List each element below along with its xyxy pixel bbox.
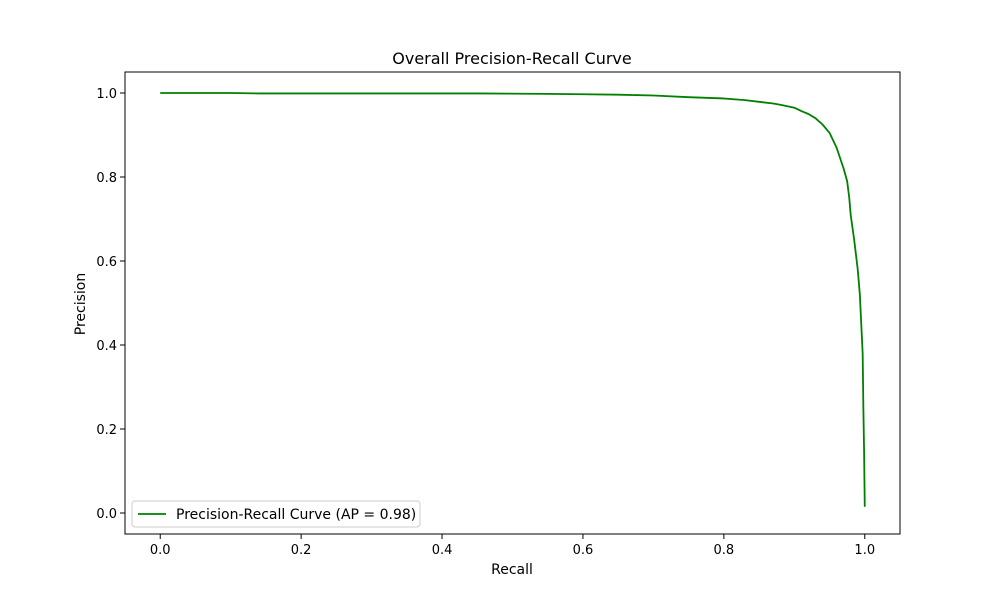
series-line-precision-recall <box>160 92 866 507</box>
chart-title: Overall Precision-Recall Curve <box>392 49 631 68</box>
series-group <box>160 92 866 507</box>
x-tick-label: 0.2 <box>291 543 312 558</box>
x-tick-label: 0.8 <box>714 543 735 558</box>
legend: Precision-Recall Curve (AP = 0.98) <box>131 500 421 528</box>
y-tick-label: 0.4 <box>96 339 117 354</box>
x-axis-label: Recall <box>491 562 533 578</box>
y-axis-label: Precision <box>73 273 89 335</box>
x-tick-label: 0.6 <box>573 543 594 558</box>
x-axis-ticks: 0.0 0.2 0.4 0.6 0.8 1.0 <box>150 534 875 558</box>
x-tick-label: 0.4 <box>432 543 453 558</box>
y-tick-label: 0.6 <box>96 255 117 270</box>
legend-box <box>131 500 421 528</box>
legend-label: Precision-Recall Curve (AP = 0.98) <box>176 507 416 523</box>
axes-frame <box>124 71 901 535</box>
y-axis-ticks: 0.0 0.2 0.4 0.6 0.8 1.0 <box>96 87 125 522</box>
x-tick-label: 1.0 <box>854 543 875 558</box>
y-tick-label: 0.2 <box>96 423 117 438</box>
x-tick-label: 0.0 <box>150 543 171 558</box>
y-tick-label: 0.8 <box>96 171 117 186</box>
y-tick-label: 0.0 <box>96 507 117 522</box>
y-tick-label: 1.0 <box>96 87 117 102</box>
